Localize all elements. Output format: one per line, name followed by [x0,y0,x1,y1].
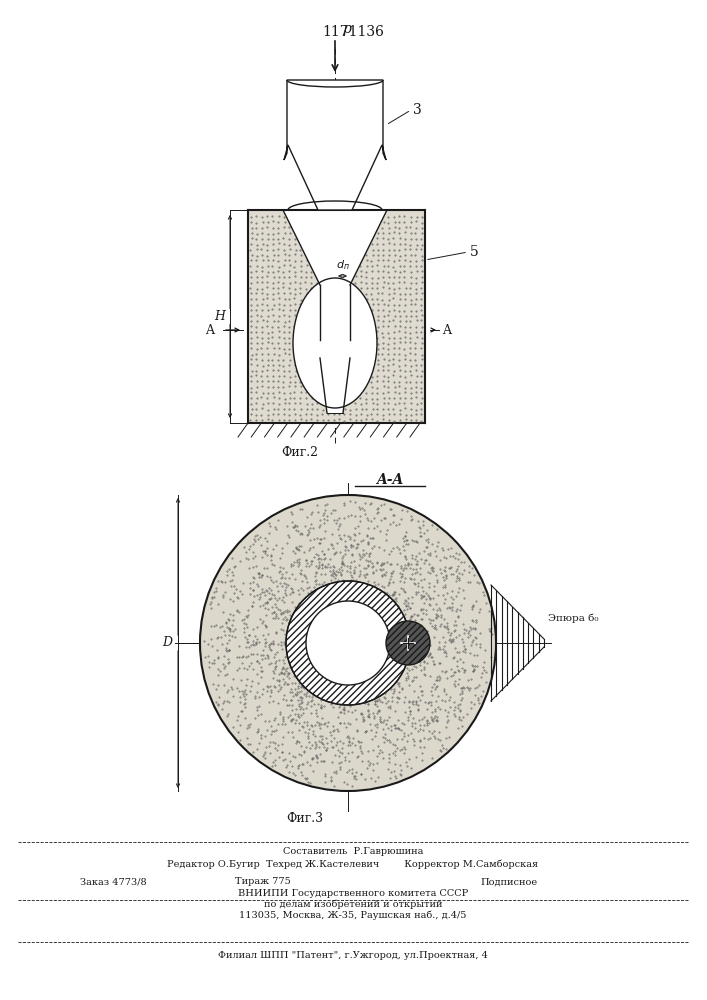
Text: Фиг.2: Фиг.2 [281,446,318,458]
Text: $d_0$: $d_0$ [303,345,317,359]
Ellipse shape [293,278,377,408]
Text: A: A [206,324,214,336]
Polygon shape [283,210,387,413]
Text: 113035, Москва, Ж-35, Раушская наб., д.4/5: 113035, Москва, Ж-35, Раушская наб., д.4… [239,910,467,920]
Text: Составитель  Р.Гаврюшина: Составитель Р.Гаврюшина [283,848,423,856]
Text: Редактор О.Бугир  Техред Ж.Кастелевич        Корректор М.Самборская: Редактор О.Бугир Техред Ж.Кастелевич Кор… [168,859,539,869]
Text: ВНИИПИ Государственного комитета СССР: ВНИИПИ Государственного комитета СССР [238,888,468,898]
Text: Заказ 4773/8: Заказ 4773/8 [80,878,146,886]
Text: $d_{cp}$: $d_{cp}$ [274,545,292,561]
Text: A: A [443,324,452,336]
Text: p: p [342,22,351,36]
Circle shape [200,495,496,791]
Text: D: D [162,637,172,650]
Circle shape [306,601,390,685]
Text: 2d: 2d [315,124,329,134]
Text: 5: 5 [470,245,479,259]
Circle shape [386,621,430,665]
Text: 1171136: 1171136 [322,25,384,39]
Bar [248,210,425,423]
Text: p: p [413,670,421,683]
Text: Тираж 775: Тираж 775 [235,878,291,886]
Text: A-A: A-A [376,473,404,487]
Text: 3: 3 [413,103,422,117]
Text: Подписное: Подписное [480,878,537,886]
Circle shape [286,581,410,705]
Text: Филиал ШПП "Патент", г.Ужгород, ул.Проектная, 4: Филиал ШПП "Патент", г.Ужгород, ул.Проек… [218,952,488,960]
Text: по делам изобретений и открытий: по делам изобретений и открытий [264,899,443,909]
Text: Фиг.3: Фиг.3 [286,812,324,824]
Text: H: H [214,310,226,323]
Polygon shape [284,80,386,210]
Text: Эпюра б₀: Эпюра б₀ [548,613,599,623]
Text: $d_{п}$: $d_{п}$ [336,258,350,272]
